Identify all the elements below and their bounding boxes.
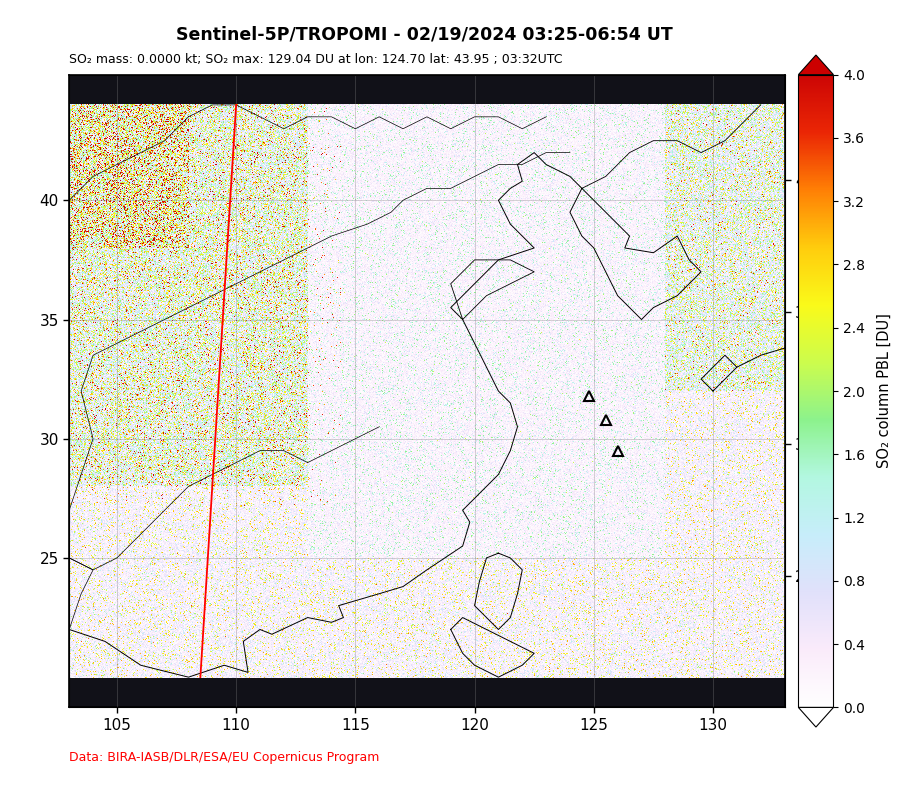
Text: Sentinel-5P/TROPOMI - 02/19/2024 03:25-06:54 UT: Sentinel-5P/TROPOMI - 02/19/2024 03:25-0… xyxy=(176,25,673,43)
Y-axis label: SO₂ column PBL [DU]: SO₂ column PBL [DU] xyxy=(877,314,892,468)
Text: Data: BIRA-IASB/DLR/ESA/EU Copernicus Program: Data: BIRA-IASB/DLR/ESA/EU Copernicus Pr… xyxy=(69,751,379,764)
Text: SO₂ mass: 0.0000 kt; SO₂ max: 129.04 DU at lon: 124.70 lat: 43.95 ; 03:32UTC: SO₂ mass: 0.0000 kt; SO₂ max: 129.04 DU … xyxy=(69,53,563,66)
